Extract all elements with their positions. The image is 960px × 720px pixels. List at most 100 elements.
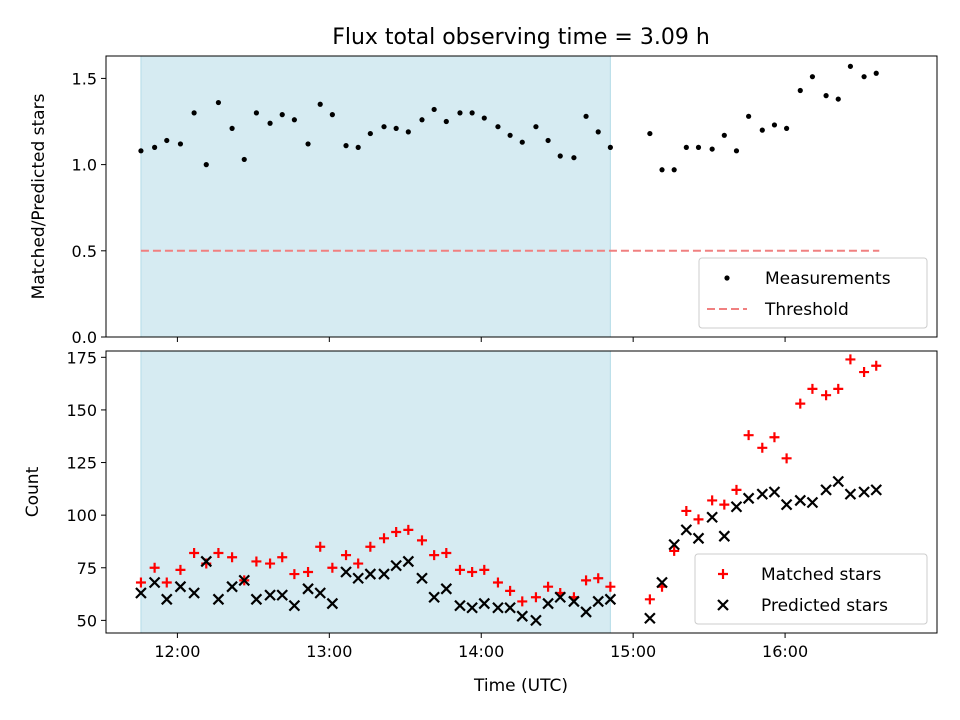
top-dot-point	[759, 127, 765, 133]
top-y-tick-label: 1.5	[72, 69, 97, 88]
bottom-legend-x-swatch	[717, 599, 729, 611]
bottom-plus-point	[833, 383, 844, 394]
bottom-legend-label: Predicted stars	[761, 596, 888, 616]
x-tick-label: 12:00	[154, 642, 200, 661]
bottom-y-tick-label: 175	[66, 348, 97, 367]
top-dot-point	[152, 144, 158, 150]
bottom-plus-point	[845, 354, 856, 365]
bottom-series-predicted-stars	[135, 475, 883, 627]
bottom-panel: 50 75 100 125 150 175 12:00 13:00 14:00 15:00 16:…	[23, 348, 938, 661]
bottom-plus-point	[441, 548, 452, 559]
bottom-plus-point	[416, 535, 427, 546]
bottom-x-point	[428, 591, 440, 604]
bottom-x-point	[706, 511, 718, 524]
top-legend-frame	[698, 257, 928, 329]
top-dot-point	[671, 167, 677, 173]
top-dot-point	[847, 63, 854, 69]
bottom-plus-point	[289, 569, 300, 580]
bottom-plus-point	[530, 592, 541, 603]
bottom-x-point	[174, 580, 187, 593]
bottom-plus-point	[859, 367, 870, 378]
bottom-plus-point	[644, 594, 655, 605]
top-dot-point	[343, 143, 349, 149]
top-dot-point	[164, 137, 170, 144]
top-dot-point	[203, 162, 209, 168]
bottom-x-point	[250, 593, 263, 606]
x-tick-label: 16:00	[762, 642, 808, 661]
top-dot-point	[215, 99, 222, 106]
bottom-x-point	[844, 488, 857, 500]
bottom-x-point	[212, 593, 225, 606]
bottom-plus-point	[213, 548, 224, 559]
bottom-plus-point	[467, 566, 478, 577]
bottom-plus-point	[505, 585, 516, 596]
bottom-x-point	[188, 587, 200, 599]
bottom-plus-point	[365, 541, 376, 552]
bottom-plus-point	[769, 432, 780, 443]
top-dot-point	[253, 110, 260, 116]
bottom-x-point	[135, 587, 147, 599]
bottom-x-point	[680, 524, 693, 536]
bottom-x-point	[718, 530, 731, 542]
bottom-x-point	[440, 583, 453, 595]
bottom-plus-point	[265, 558, 276, 569]
top-dot-point	[267, 120, 273, 126]
bottom-plus-point	[149, 562, 160, 573]
bottom-plus-point	[341, 550, 352, 561]
bottom-plus-point	[669, 545, 680, 556]
top-dot-point	[317, 101, 323, 107]
top-dot-point	[659, 167, 665, 173]
bottom-x-point	[832, 475, 845, 488]
bottom-x-point	[390, 559, 402, 572]
bottom-plus-point	[327, 562, 338, 573]
bottom-x-point	[730, 500, 743, 513]
top-dot-point	[405, 129, 411, 135]
bottom-plus-point	[175, 564, 186, 575]
top-dot-point	[746, 113, 752, 119]
top-dot-point	[138, 148, 144, 154]
top-dot-point	[393, 125, 399, 132]
top-dot-point	[783, 125, 790, 132]
bottom-x-point	[492, 601, 504, 614]
bottom-observing-interval-shade	[140, 350, 611, 634]
top-dot-point	[355, 144, 361, 150]
top-observing-interval-shade	[140, 55, 611, 338]
bottom-x-point	[644, 612, 656, 625]
bottom-plus-point	[821, 390, 832, 401]
top-dot-point	[545, 137, 551, 144]
bottom-x-point	[604, 593, 617, 606]
bottom-x-point	[466, 601, 478, 614]
top-dot-point	[683, 144, 689, 150]
bottom-plus-point	[807, 383, 818, 394]
top-dot-point	[771, 122, 778, 128]
top-y-tick-label: 0.0	[72, 328, 97, 347]
bottom-x-point	[378, 568, 390, 580]
bottom-x-point	[756, 488, 769, 500]
bottom-x-point	[742, 492, 755, 505]
top-dot-point	[861, 74, 867, 80]
top-dot-point	[797, 87, 803, 94]
bottom-plus-point	[605, 581, 616, 592]
bottom-plus-point	[743, 430, 754, 441]
top-dot-point	[457, 110, 463, 116]
x-axis-label: Time (UTC)	[473, 676, 568, 696]
bottom-plus-point	[707, 495, 718, 506]
top-legend-label: Measurements	[765, 269, 891, 289]
bottom-y-axis-label: Count	[23, 466, 43, 517]
top-panel: 0.0 0.5 1.0 1.5 Matched/Predicted stars Mea…	[29, 55, 938, 347]
bottom-x-point	[580, 606, 592, 618]
x-tick-label: 14:00	[458, 642, 504, 661]
top-dot-point	[823, 93, 829, 99]
top-plot-frame	[105, 55, 938, 338]
top-dot-point	[291, 117, 297, 123]
top-dot-point	[191, 110, 197, 116]
top-dot-point	[481, 115, 487, 121]
bottom-x-point	[794, 494, 807, 507]
top-dot-point	[279, 112, 285, 118]
bottom-x-point	[780, 498, 793, 511]
top-series-measurements	[138, 63, 879, 173]
bottom-y-tick-label: 50	[77, 611, 97, 630]
bottom-plus-point	[303, 566, 314, 577]
bottom-x-point	[820, 484, 832, 496]
